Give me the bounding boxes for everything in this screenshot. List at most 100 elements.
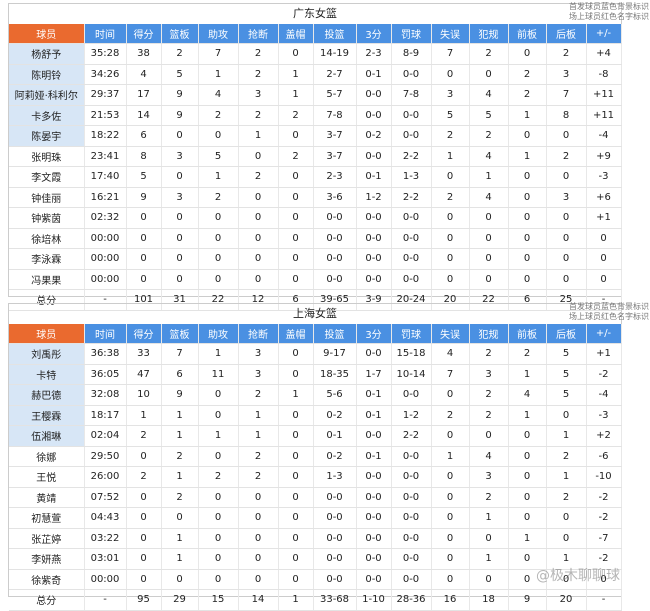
stat-cell: 0 bbox=[278, 166, 314, 188]
stat-cell: 14-19 bbox=[313, 43, 357, 65]
stat-cell: -10 bbox=[586, 466, 622, 488]
header-cell: 球员 bbox=[9, 24, 85, 44]
header-cell: 失误 bbox=[431, 24, 470, 44]
stat-cell: 3-7 bbox=[313, 125, 357, 147]
stat-cell: 0 bbox=[546, 569, 587, 590]
stat-cell: 0-0 bbox=[391, 446, 432, 467]
stat-cell: 7 bbox=[431, 364, 470, 385]
stat-cell: 0-0 bbox=[313, 228, 357, 249]
player-name: 冯果果 bbox=[9, 269, 85, 290]
stat-cell: 0-2 bbox=[313, 405, 357, 426]
stat-cell: 0 bbox=[198, 405, 239, 426]
stat-cell: 7-8 bbox=[391, 84, 432, 106]
stat-cell: 1-3 bbox=[391, 166, 432, 188]
stat-cell: 0 bbox=[278, 343, 314, 365]
player-name: 总分 bbox=[9, 289, 85, 311]
stat-cell: 0 bbox=[508, 207, 547, 229]
stat-cell: 0 bbox=[546, 166, 587, 188]
stat-cell: 0 bbox=[508, 269, 547, 290]
player-row: 钟佳丽 16:21 9 3 2 0 0 3-6 1-2 2-2 2 4 0 3 +6 bbox=[9, 187, 622, 208]
stat-cell: 1 bbox=[238, 405, 279, 426]
stat-cell: 1-2 bbox=[391, 405, 432, 426]
stat-cell: 0 bbox=[278, 569, 314, 590]
stat-cell: 4 bbox=[469, 446, 509, 467]
stat-cell: 0-0 bbox=[391, 64, 432, 85]
player-name: 徐培林 bbox=[9, 228, 85, 249]
stat-cell: 2 bbox=[431, 187, 470, 208]
stat-cell: 33 bbox=[126, 343, 162, 365]
stat-cell: 0 bbox=[508, 425, 547, 447]
header-cell: 抢断 bbox=[238, 24, 279, 44]
stat-cell: 9 bbox=[161, 384, 199, 406]
stat-cell: 0 bbox=[198, 487, 239, 508]
stat-cell: 4 bbox=[126, 64, 162, 85]
stat-cell: 0 bbox=[546, 228, 587, 249]
player-row: 王樱霖 18:17 1 1 0 1 0 0-2 0-1 1-2 2 2 1 0 -3 bbox=[9, 405, 622, 426]
stat-cell: 2-2 bbox=[391, 187, 432, 208]
stat-cell: 0-0 bbox=[356, 548, 392, 570]
stat-cell: 0 bbox=[126, 269, 162, 290]
stat-cell: -8 bbox=[586, 64, 622, 85]
table-title: 上海女篮 bbox=[293, 307, 337, 320]
stat-cell: 20 bbox=[431, 289, 470, 311]
stat-cell: 1-3 bbox=[313, 466, 357, 488]
stat-cell: 15 bbox=[198, 589, 239, 611]
header-cell: 犯规 bbox=[469, 324, 509, 344]
stat-cell: 1 bbox=[161, 425, 199, 447]
stat-cell: 0 bbox=[238, 146, 279, 167]
stat-cell: 0 bbox=[278, 364, 314, 385]
stat-cell: 12 bbox=[238, 289, 279, 311]
stat-cell: 0-0 bbox=[391, 125, 432, 147]
stat-cell: 28-36 bbox=[391, 589, 432, 611]
stat-cell: 36:05 bbox=[84, 364, 127, 385]
stat-cell: 2 bbox=[161, 43, 199, 65]
stat-cell: 0 bbox=[126, 248, 162, 270]
stat-cell: 0 bbox=[161, 269, 199, 290]
stat-cell: 0-0 bbox=[356, 507, 392, 529]
stat-cell: 1 bbox=[508, 528, 547, 549]
stat-cell: 0-0 bbox=[356, 466, 392, 488]
player-name: 李文霞 bbox=[9, 166, 85, 188]
stat-cell: 0 bbox=[238, 548, 279, 570]
stats-table: 球员 时间 得分 篮板 助攻 抢断 盖帽 投篮 3分 罚球 失误 犯规 前板 后板 +/- 杨舒予 35:28 3… bbox=[9, 24, 622, 311]
stat-cell: 0 bbox=[161, 228, 199, 249]
stat-cell: +9 bbox=[586, 146, 622, 167]
stat-cell: 38 bbox=[126, 43, 162, 65]
stat-cell: 1 bbox=[198, 343, 239, 365]
stat-cell: - bbox=[84, 589, 127, 611]
header-cell: 抢断 bbox=[238, 324, 279, 344]
player-row: 冯果果 00:00 0 0 0 0 0 0-0 0-0 0-0 0 0 0 0 0 bbox=[9, 269, 622, 290]
stat-cell: 0 bbox=[508, 43, 547, 65]
stat-cell: 1 bbox=[469, 548, 509, 570]
stat-cell: 0 bbox=[431, 64, 470, 85]
stat-cell: 0-0 bbox=[356, 269, 392, 290]
stat-cell: 2 bbox=[161, 446, 199, 467]
stat-cell: 00:00 bbox=[84, 269, 127, 290]
stat-cell: 0-0 bbox=[356, 84, 392, 106]
stat-cell: 2 bbox=[508, 64, 547, 85]
player-name: 李泳霖 bbox=[9, 248, 85, 270]
stat-cell: 5 bbox=[546, 384, 587, 406]
stat-cell: 0 bbox=[586, 269, 622, 290]
stat-cell: 0 bbox=[198, 528, 239, 549]
stat-cell: 0 bbox=[198, 228, 239, 249]
stat-cell: 0-0 bbox=[313, 487, 357, 508]
stat-cell: +1 bbox=[586, 343, 622, 365]
stat-cell: 2 bbox=[198, 466, 239, 488]
stat-cell: 0 bbox=[508, 487, 547, 508]
stat-cell: -2 bbox=[586, 487, 622, 508]
stat-cell: 2 bbox=[546, 43, 587, 65]
player-row: 张芷婷 03:22 0 1 0 0 0 0-0 0-0 0-0 0 0 1 0 -7 bbox=[9, 528, 622, 549]
stat-cell: 2-3 bbox=[356, 43, 392, 65]
stat-cell: 2-7 bbox=[313, 64, 357, 85]
table-block: 上海女篮 首发球员蓝色背景标识 场上球员红色名字标识 球员 时间 得分 篮板 助攻 抢断 盖帽 投篮… bbox=[8, 302, 649, 611]
stat-cell: 26:00 bbox=[84, 466, 127, 488]
stat-cell: -4 bbox=[586, 384, 622, 406]
header-cell: 前板 bbox=[508, 324, 547, 344]
header-cell: 罚球 bbox=[391, 324, 432, 344]
stat-cell: 1-7 bbox=[356, 364, 392, 385]
stat-cell: 25 bbox=[546, 289, 587, 311]
stat-cell: 0 bbox=[126, 207, 162, 229]
player-name: 初慧萱 bbox=[9, 507, 85, 529]
stat-cell: 0 bbox=[586, 248, 622, 270]
